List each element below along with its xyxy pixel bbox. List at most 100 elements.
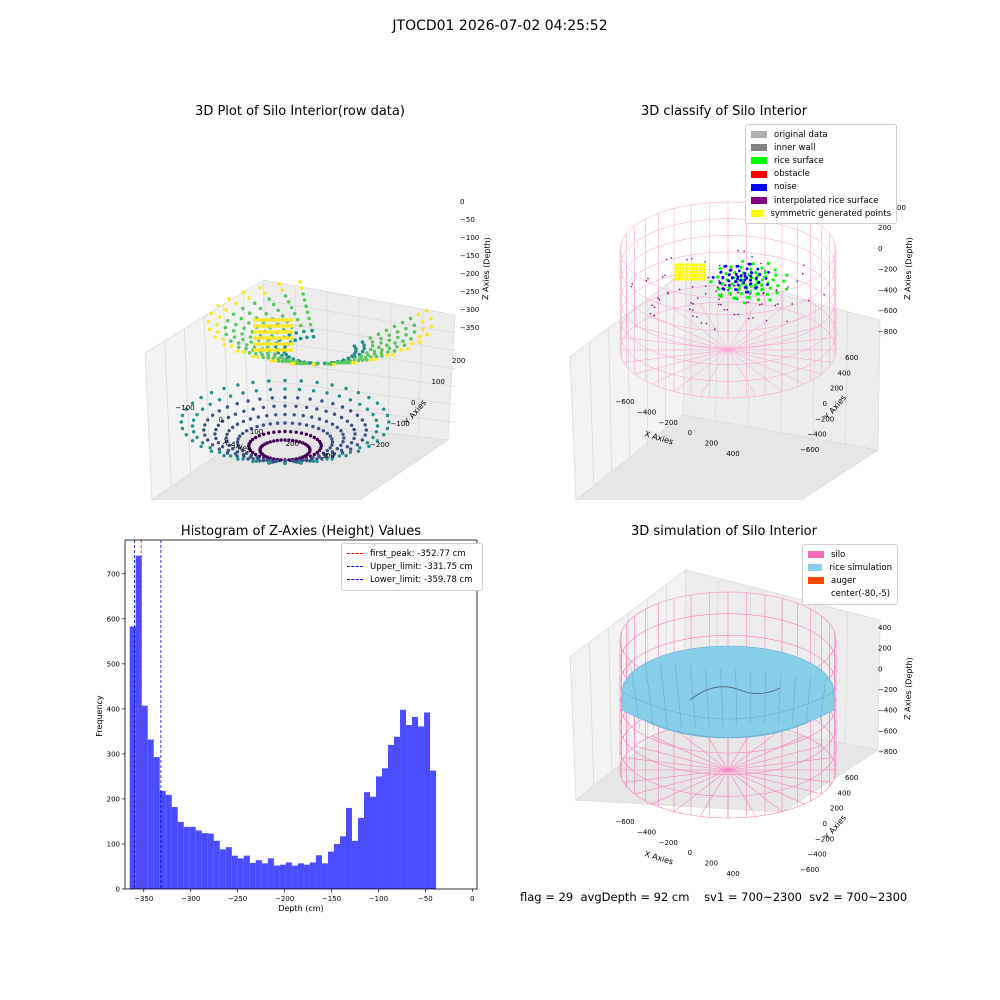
- scatter-point: [385, 426, 390, 431]
- histogram-bar: [315, 855, 322, 889]
- axis-tick-label: 100: [432, 378, 445, 386]
- axis-tick-label: −200: [878, 266, 897, 274]
- scatter-point: [257, 318, 261, 322]
- scatter-point: [348, 360, 353, 365]
- rice-surface-point: [785, 273, 789, 277]
- scatter-point: [179, 420, 183, 424]
- interpolated-point: [631, 283, 634, 285]
- histogram-bar: [363, 792, 370, 889]
- scatter-point: [364, 428, 368, 432]
- noise-point: [749, 274, 753, 278]
- scatter-point: [302, 298, 307, 302]
- grid-line: [845, 311, 849, 445]
- silo-floor-line: [651, 349, 729, 385]
- legend-swatch: [808, 577, 824, 585]
- histogram-bar: [207, 833, 214, 889]
- scatter-point: [280, 314, 285, 318]
- scatter-point: [270, 396, 274, 400]
- scatter-point: [222, 453, 226, 458]
- scatter-point: [231, 447, 235, 451]
- noise-point: [743, 286, 747, 289]
- scatter-point: [261, 458, 266, 463]
- axis-tick-label: −600: [615, 818, 634, 826]
- scatter-point: [365, 407, 370, 411]
- interpolated-point: [723, 308, 726, 311]
- histogram-title: Histogram of Z-Axies (Height) Values: [180, 524, 422, 539]
- legend-entry: auger: [808, 574, 892, 587]
- interpolated-point: [718, 280, 720, 282]
- grid-line: [812, 303, 816, 439]
- scatter-point: [299, 431, 304, 435]
- scatter-point: [321, 451, 326, 455]
- scatter-point: [213, 432, 217, 436]
- interpolated-point: [764, 269, 766, 272]
- interpolated-point: [776, 303, 779, 305]
- scatter-point: [375, 424, 380, 428]
- interpolated-point: [715, 290, 717, 292]
- scatter-point: [180, 426, 185, 431]
- histogram-bar: [357, 817, 364, 889]
- scatter-point: [269, 318, 273, 322]
- grid-line: [845, 611, 849, 745]
- scatter-point: [285, 336, 289, 340]
- scatter-point: [277, 342, 281, 346]
- scatter-point: [368, 347, 373, 352]
- scatter-point: [217, 398, 222, 402]
- scatter-point: [190, 401, 195, 405]
- interpolated-point: [718, 264, 721, 267]
- silo-floor-line: [727, 337, 833, 351]
- scatter-point: [258, 397, 262, 401]
- noise-point: [745, 267, 749, 271]
- scatter-point: [275, 421, 280, 425]
- scatter-point: [317, 455, 322, 459]
- surface-mesh-line: [644, 661, 654, 730]
- scatter-point: [208, 402, 212, 406]
- interpolated-point: [733, 284, 735, 287]
- scatter-point: [395, 335, 400, 340]
- noise-point: [749, 278, 752, 282]
- scatter-point: [247, 311, 252, 315]
- legend-label: symmetric generated points: [770, 208, 891, 219]
- interpolated-point: [686, 258, 688, 261]
- scatter-point: [200, 441, 205, 445]
- scatter-point: [367, 444, 371, 449]
- axis-tick-label: 400: [838, 369, 851, 377]
- scatter-point: [256, 355, 261, 359]
- scatter-point: [332, 362, 337, 367]
- scatter-point: [224, 436, 228, 440]
- axis-tick-label: −100: [460, 234, 479, 242]
- scatter-point: [242, 326, 246, 331]
- scatter-point: [241, 350, 246, 354]
- legend-label: Upper_limit: -331.75 cm: [370, 561, 473, 572]
- scatter-point: [283, 461, 287, 466]
- axis-tick-label: 400: [878, 624, 891, 632]
- scatter-point: [385, 353, 390, 358]
- scatter-point: [330, 443, 334, 447]
- scatter-point: [344, 453, 348, 458]
- scatter-point: [331, 454, 335, 458]
- scatter-point: [279, 438, 283, 442]
- scatter-point: [299, 286, 304, 290]
- scatter-point: [417, 334, 422, 339]
- scatter-point: [421, 327, 425, 332]
- rice-surface-point: [751, 262, 755, 266]
- noise-point: [736, 277, 739, 281]
- scatter-point: [265, 318, 269, 322]
- symmetric-point: [684, 263, 689, 267]
- scatter-point: [302, 329, 306, 334]
- rice-surface-point: [729, 265, 733, 269]
- histogram-bar: [291, 865, 298, 889]
- silo-floor-line: [727, 349, 757, 397]
- symmetric-point: [691, 266, 696, 271]
- axis-tick-label: −400: [637, 828, 656, 836]
- legend-entry: interpolated rice surface: [751, 194, 891, 207]
- scatter-point: [296, 396, 300, 400]
- scatter-point: [241, 306, 245, 311]
- scatter-point: [386, 350, 390, 354]
- scatter-point: [248, 439, 253, 444]
- noise-point: [738, 269, 741, 273]
- scatter-point: [356, 391, 361, 395]
- histogram-bar: [237, 858, 244, 889]
- scatter-point: [191, 418, 196, 422]
- grid-line: [357, 297, 360, 431]
